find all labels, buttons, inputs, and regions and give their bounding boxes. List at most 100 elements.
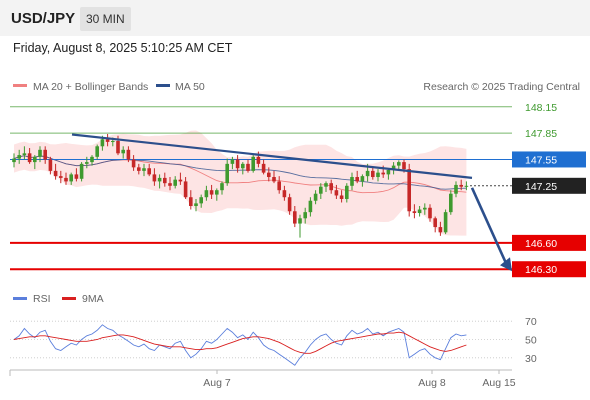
candle-body	[267, 172, 271, 178]
candle-body	[204, 190, 209, 198]
candle-body	[251, 156, 255, 171]
header-bar: USD/JPY 30 MIN	[0, 0, 590, 36]
candle-body	[433, 218, 437, 228]
symbol-title: USD/JPY	[11, 10, 76, 27]
support-label: 146.60	[525, 238, 557, 250]
candle-body	[261, 163, 266, 173]
candle-body	[391, 165, 396, 170]
candle-body	[350, 177, 354, 186]
candle-body	[272, 177, 276, 182]
ma20-legend-label: MA 20 + Bollinger Bands	[33, 81, 148, 93]
candle-body	[90, 156, 94, 163]
candle-body	[345, 185, 349, 199]
candle-body	[298, 218, 302, 224]
rsi-tick-label: 50	[525, 335, 537, 347]
ma9-legend-swatch	[62, 297, 76, 300]
candle-body	[69, 174, 73, 182]
candle-body	[111, 141, 115, 143]
candle-body	[116, 141, 120, 154]
candle-body	[376, 172, 380, 178]
candle-body	[173, 179, 177, 186]
candle-body	[79, 163, 84, 179]
candle-body	[386, 170, 391, 175]
candle-body	[48, 159, 53, 171]
candle-body	[235, 159, 240, 169]
candle-body	[277, 181, 281, 191]
candle-body	[142, 168, 146, 171]
candle-body	[189, 197, 193, 206]
candle-body	[38, 149, 42, 157]
rsi-panel: 70 50 30	[10, 316, 537, 366]
forecast-arrow-head	[500, 257, 512, 272]
candle-body	[443, 212, 448, 233]
candle-body	[157, 177, 162, 182]
candle-body	[339, 195, 344, 199]
candle-body	[397, 162, 401, 166]
forecast-arrow-line	[470, 187, 508, 264]
candle-body	[121, 149, 125, 154]
candle-body	[194, 203, 198, 206]
rsi-line	[13, 324, 467, 366]
candle-body	[147, 168, 151, 175]
candle-body	[220, 183, 224, 191]
candle-body	[293, 211, 297, 224]
candle-body	[334, 190, 339, 196]
candle-body	[329, 183, 333, 191]
last-price-tag	[512, 177, 586, 194]
ma50-legend-label: MA 50	[175, 81, 205, 93]
pivot-tag	[512, 151, 586, 168]
resistance-label: 148.15	[525, 102, 557, 114]
candle-body	[53, 170, 58, 177]
candle-body	[438, 227, 443, 233]
rsi-ma-line	[13, 331, 467, 354]
candle-body	[43, 149, 47, 160]
candle-body	[449, 193, 453, 213]
candle-body	[381, 172, 385, 175]
last-price-label: 147.25	[525, 181, 557, 193]
credit-text: Research © 2025 Trading Central	[423, 81, 580, 93]
candle-body	[95, 146, 99, 157]
candle-body	[287, 197, 292, 212]
candle-body	[417, 209, 422, 214]
support-tag	[512, 261, 586, 278]
candle-body	[22, 153, 27, 156]
candle-body	[168, 183, 172, 186]
candle-body	[464, 185, 469, 187]
candle-body	[163, 177, 167, 184]
candle-body	[131, 159, 136, 168]
candle-body	[241, 163, 245, 169]
candle-body	[17, 155, 21, 159]
support-tag	[512, 234, 586, 251]
candle-body	[152, 174, 157, 182]
candle-body	[360, 176, 365, 182]
resistance-label: 147.85	[525, 128, 557, 140]
ma20-legend-swatch	[13, 84, 27, 87]
candle-body	[402, 162, 406, 170]
candle-body	[126, 149, 131, 160]
candle-body	[27, 153, 32, 163]
candle-body	[407, 169, 411, 212]
ma50-line	[13, 155, 467, 190]
ma50-legend-swatch	[156, 84, 170, 87]
candle-body	[246, 163, 250, 171]
time-axis: Aug 7 Aug 8 Aug 15	[9, 369, 516, 389]
candle-body	[199, 197, 203, 204]
candle-body	[225, 163, 229, 184]
trend-line	[71, 133, 473, 179]
candle-body	[428, 207, 432, 219]
candle-body	[365, 170, 370, 177]
candle-body	[137, 167, 141, 171]
candle-body	[412, 211, 417, 214]
time-tick-label: Aug 8	[418, 377, 446, 389]
candle-body	[371, 170, 375, 178]
rsi-tick-label: 70	[525, 316, 537, 328]
timeframe-button[interactable]: 30 MIN	[80, 7, 131, 31]
candle-body	[324, 183, 328, 187]
time-tick-label: Aug 15	[482, 377, 515, 389]
price-panel: 148.15 147.85 147.55 147.25 146.60 146.30	[10, 102, 586, 278]
candle-body	[100, 139, 105, 147]
candle-body	[12, 158, 16, 163]
candle-body	[215, 190, 219, 195]
candle-body	[459, 184, 463, 187]
